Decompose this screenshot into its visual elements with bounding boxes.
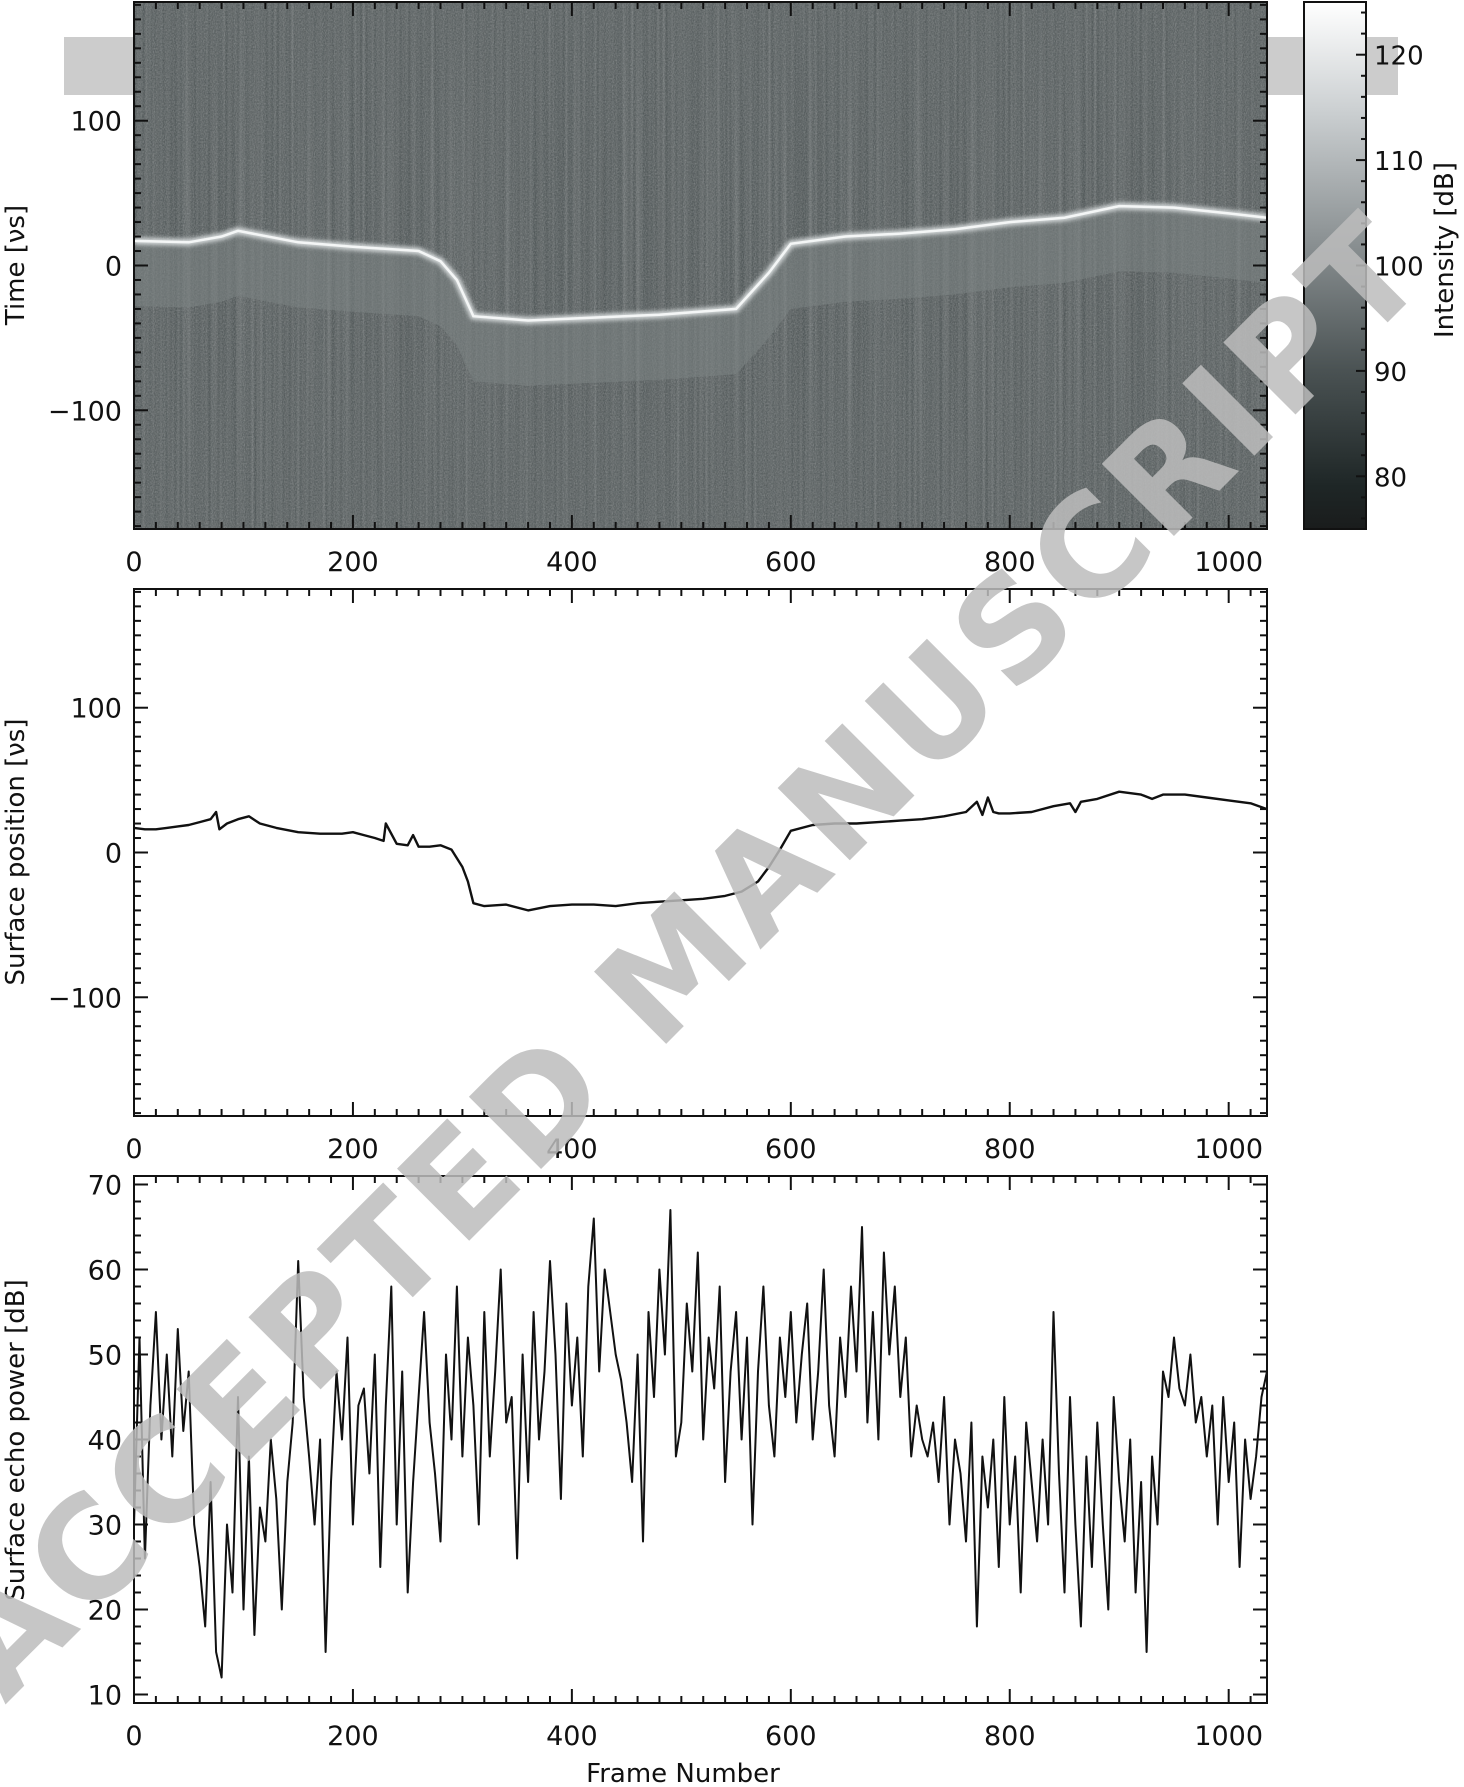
- colorbar: 80 90 100 110 120 Intensity [dB]: [1303, 1, 1460, 530]
- y-tick-label: 70: [88, 1171, 122, 1202]
- y-tick-label: 20: [88, 1596, 122, 1627]
- x-tick-label: 200: [327, 1134, 379, 1165]
- x-tick-label: 0: [125, 1134, 142, 1165]
- y-tick-label: 30: [88, 1511, 122, 1542]
- x-tick-label: 0: [125, 547, 142, 578]
- radargram-ylabel: Time [νs]: [1, 205, 31, 326]
- colorbar-tick-label: 120: [1374, 42, 1424, 72]
- echo-power-panel: 0 200 400 600 800 1000 10 20 30 40 50 60 70 Surface …: [1, 1171, 1268, 1787]
- echo-power-xlabel: Frame Number: [586, 1759, 780, 1787]
- y-tick-label: −100: [48, 396, 122, 427]
- x-tick-label: 800: [984, 547, 1036, 578]
- y-tick-label: −100: [48, 983, 122, 1014]
- x-tick-label: 1000: [1194, 1134, 1263, 1165]
- x-tick-label: 400: [546, 1134, 598, 1165]
- x-tick-label: 0: [125, 1721, 142, 1752]
- x-tick-label: 600: [765, 1134, 817, 1165]
- gray-band-left: [64, 37, 136, 95]
- echo-power-line: [134, 1209, 1267, 1679]
- surface-position-ticks: 0 200 400 600 800 1000 −100 0 100: [48, 589, 1267, 1165]
- y-tick-label: 50: [88, 1341, 122, 1372]
- x-tick-label: 200: [327, 1721, 379, 1752]
- colorbar-tick-label: 110: [1374, 147, 1424, 177]
- surface-echo-line: [134, 204, 1267, 322]
- x-tick-label: 200: [327, 547, 379, 578]
- colorbar-ticks: 80 90 100 110 120: [1356, 11, 1424, 520]
- echo-power-ticks: 0 200 400 600 800 1000 10 20 30 40 50 60 70: [88, 1171, 1267, 1752]
- colorbar-gradient: [1303, 1, 1367, 530]
- radargram-panel: 0 200 400 600 800 1000 −100 0 100 Time [νs]: [1, 1, 1398, 578]
- surface-position-line: [134, 790, 1267, 912]
- y-tick-label: 100: [70, 694, 122, 725]
- colorbar-label: Intensity [dB]: [1430, 162, 1460, 338]
- colorbar-tick-label: 80: [1374, 463, 1407, 493]
- y-tick-label: 0: [105, 252, 122, 283]
- x-tick-label: 400: [546, 547, 598, 578]
- y-tick-label: 40: [88, 1426, 122, 1457]
- radargram-ticks: 0 200 400 600 800 1000 −100 0 100: [48, 2, 1267, 578]
- surface-position-panel: 0 200 400 600 800 1000 −100 0 100 Surface positi…: [1, 588, 1268, 1165]
- surface-position-ylabel: Surface position [νs]: [1, 719, 31, 986]
- y-tick-label: 0: [105, 839, 122, 870]
- y-tick-label: 10: [88, 1681, 122, 1712]
- x-tick-label: 800: [984, 1134, 1036, 1165]
- x-tick-label: 600: [765, 1721, 817, 1752]
- x-tick-label: 1000: [1194, 1721, 1263, 1752]
- colorbar-tick-label: 100: [1374, 253, 1424, 283]
- echo-power-ylabel: Surface echo power [dB]: [1, 1279, 31, 1601]
- y-tick-label: 60: [88, 1256, 122, 1287]
- colorbar-tick-label: 90: [1374, 358, 1407, 388]
- x-tick-label: 400: [546, 1721, 598, 1752]
- x-tick-label: 600: [765, 547, 817, 578]
- y-tick-label: 100: [70, 107, 122, 138]
- x-tick-label: 800: [984, 1721, 1036, 1752]
- x-tick-label: 1000: [1194, 547, 1263, 578]
